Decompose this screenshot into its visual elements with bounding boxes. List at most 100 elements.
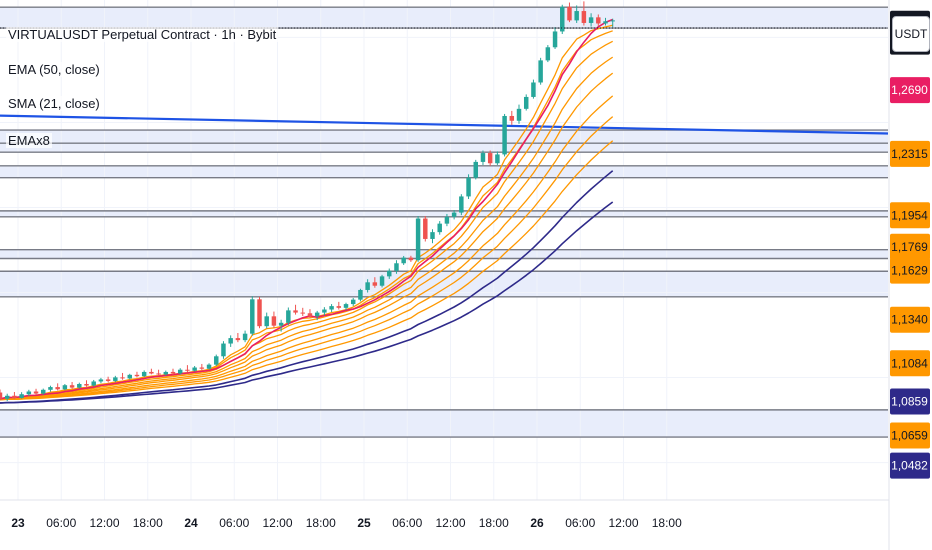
sma21-line (0, 18, 613, 400)
emax8-line (0, 95, 614, 401)
candle-body (329, 306, 334, 310)
candle-body (322, 309, 327, 313)
price-label-bg (890, 350, 930, 377)
candle-body (286, 310, 291, 323)
candle-body (12, 395, 17, 398)
candle-body (588, 17, 594, 23)
level-layer (0, 6, 888, 438)
price-label-bg (890, 257, 930, 284)
candle-body (141, 371, 147, 377)
candle-body (228, 338, 233, 344)
price-label: 1,2690 (891, 83, 928, 97)
emax8-line (0, 40, 614, 401)
candle-body (610, 20, 615, 22)
currency-button[interactable]: USDT (892, 16, 930, 52)
candle-body (495, 154, 500, 164)
price-label: 1,0859 (891, 395, 928, 409)
candle-body (466, 177, 471, 197)
candle-body (459, 196, 464, 213)
price-label: 1,1340 (891, 313, 928, 327)
candle-body (401, 257, 406, 264)
candle-body (33, 391, 39, 394)
candle-body (257, 299, 262, 327)
candle-body (408, 257, 414, 261)
candle-body (55, 387, 60, 390)
price-label: 1,0482 (891, 459, 928, 473)
emax8-line (0, 116, 614, 401)
chart-title: VIRTUALUSDT Perpetual Contract · 1h · By… (6, 27, 279, 42)
indicator-emax8-legend[interactable]: EMAx8 (6, 133, 52, 148)
candle-body (336, 306, 342, 308)
candle-body (603, 21, 608, 24)
candle-body (156, 373, 161, 375)
candle-body (105, 379, 111, 381)
candle-body (300, 312, 305, 314)
candle-body (596, 17, 601, 24)
time-axis: 23 06:00 12:00 18:00 24 06:00 12:00 18:00 25 06:0… (11, 516, 682, 530)
candle-body (84, 384, 89, 386)
candle-body (120, 377, 125, 379)
candle-body (185, 369, 190, 371)
candle-body (4, 395, 10, 399)
time-tick-label: 24 (184, 516, 198, 530)
candle-body (98, 379, 104, 382)
ema-navy-line (0, 170, 614, 404)
time-tick-label: 18:00 (306, 516, 336, 530)
price-label-bg (890, 202, 930, 229)
candle-body (235, 338, 241, 341)
candle-body (127, 374, 132, 379)
price-label: 1,1769 (891, 240, 928, 254)
candle-body (423, 218, 428, 239)
ema-navy-line (0, 201, 614, 404)
candle-body (62, 385, 68, 390)
candle-body (516, 108, 522, 121)
time-tick-label: 18:00 (479, 516, 509, 530)
price-label-bg (890, 77, 930, 104)
price-zone (0, 165, 888, 178)
candle-layer (0, 1, 615, 402)
candle-body (487, 153, 493, 164)
candle-body (199, 367, 205, 369)
price-label-bg (890, 233, 930, 260)
candle-body (177, 369, 183, 374)
candle-body (538, 60, 543, 83)
candle-body (451, 212, 457, 217)
moving-average-layer (0, 18, 614, 404)
zone-layer (0, 7, 888, 438)
candle-body (69, 385, 75, 388)
candle-body (502, 115, 507, 155)
price-zone (0, 7, 888, 29)
candle-body (48, 387, 53, 390)
trend-layer (0, 114, 889, 135)
candle-body (567, 6, 572, 21)
candle-body (91, 381, 96, 386)
time-tick-label: 26 (530, 516, 544, 530)
time-tick-label: 18:00 (133, 516, 163, 530)
candle-body (264, 316, 269, 327)
time-tick-label: 18:00 (652, 516, 682, 530)
price-zone (0, 130, 888, 153)
candle-body (206, 364, 212, 369)
candle-body (560, 6, 565, 32)
price-label: 1,1629 (891, 264, 928, 278)
candle-body (350, 299, 356, 305)
candle-body (134, 374, 140, 377)
emax8-line (0, 140, 614, 401)
candle-body (415, 218, 421, 261)
indicator-sma21-legend[interactable]: SMA (21, close) (6, 96, 102, 111)
time-tick-label: 12:00 (262, 516, 292, 530)
candle-body (19, 394, 24, 398)
indicator-ema50-legend[interactable]: EMA (50, close) (6, 62, 102, 77)
time-tick-label: 23 (11, 516, 25, 530)
candle-body (444, 216, 450, 224)
candle-body (545, 47, 551, 61)
price-label-bg (890, 452, 930, 479)
candle-body (394, 263, 399, 271)
candle-body (365, 282, 370, 290)
price-zone (0, 249, 888, 259)
candle-body (214, 356, 219, 365)
candle-body (113, 377, 118, 381)
time-tick-label: 12:00 (89, 516, 119, 530)
candle-body (250, 299, 255, 334)
